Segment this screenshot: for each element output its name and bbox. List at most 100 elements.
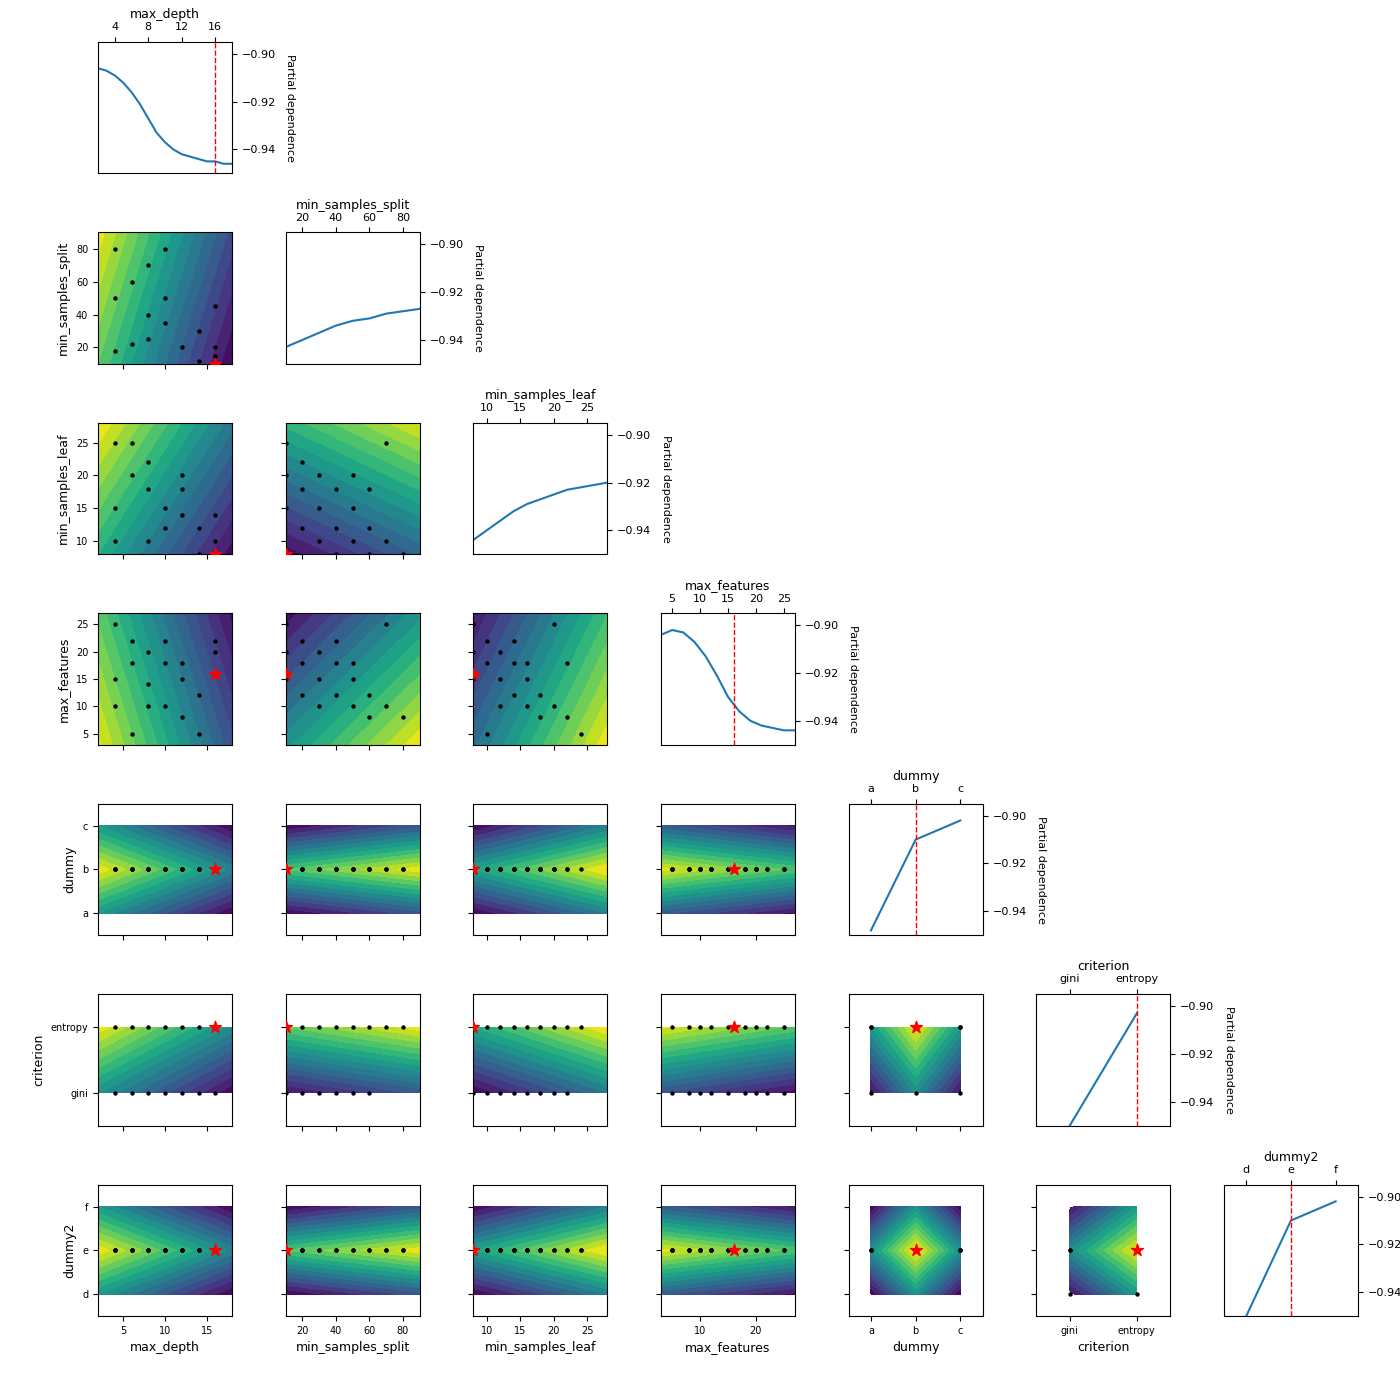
Point: [188, 349, 210, 371]
Point: [734, 1239, 756, 1261]
Point: [342, 651, 364, 673]
Point: [358, 858, 381, 881]
Point: [529, 858, 552, 881]
Point: [325, 1082, 347, 1105]
Point: [543, 1016, 566, 1039]
Y-axis label: max_features: max_features: [57, 637, 70, 721]
Point: [104, 1016, 126, 1039]
Point: [375, 1239, 398, 1261]
Point: [120, 333, 143, 356]
Point: [476, 630, 498, 652]
X-axis label: criterion: criterion: [1077, 1341, 1130, 1354]
Point: [171, 1239, 193, 1261]
Point: [392, 1016, 414, 1039]
Point: [171, 477, 193, 500]
Point: [171, 336, 193, 358]
Point: [529, 1239, 552, 1261]
Point: [515, 1082, 538, 1105]
Point: [661, 1239, 683, 1261]
Point: [661, 858, 683, 881]
Point: [154, 1239, 176, 1261]
Point: [375, 858, 398, 881]
Point: [204, 336, 227, 358]
Point: [291, 1016, 314, 1039]
Point: [325, 630, 347, 652]
Point: [476, 1239, 498, 1261]
Point: [689, 1016, 711, 1039]
Point: [325, 517, 347, 539]
Point: [745, 858, 767, 881]
Point: [120, 1239, 143, 1261]
Point: [489, 1016, 511, 1039]
Point: [154, 651, 176, 673]
Point: [570, 858, 592, 881]
Y-axis label: criterion: criterion: [32, 1033, 45, 1086]
Point: [734, 1082, 756, 1105]
Point: [515, 858, 538, 881]
Point: [949, 1239, 972, 1261]
Point: [188, 517, 210, 539]
Point: [543, 858, 566, 881]
Point: [556, 858, 578, 881]
Point: [358, 685, 381, 707]
Point: [308, 1016, 330, 1039]
Point: [689, 1239, 711, 1261]
Point: [745, 858, 767, 881]
Point: [188, 543, 210, 566]
Point: [661, 1016, 683, 1039]
Point: [137, 858, 160, 881]
Point: [661, 1239, 683, 1261]
X-axis label: min_samples_leaf: min_samples_leaf: [484, 1341, 596, 1354]
Point: [154, 1239, 176, 1261]
Point: [325, 685, 347, 707]
Point: [137, 529, 160, 552]
Point: [104, 497, 126, 519]
Point: [556, 858, 578, 881]
Point: [462, 858, 484, 881]
Point: [462, 1016, 484, 1039]
Point: [188, 722, 210, 745]
Point: [529, 1082, 552, 1105]
Point: [137, 328, 160, 350]
Point: [274, 543, 297, 566]
Point: [489, 858, 511, 881]
X-axis label: criterion: criterion: [1077, 960, 1130, 973]
Point: [661, 1239, 683, 1261]
Point: [476, 1016, 498, 1039]
Point: [949, 1082, 972, 1105]
Point: [503, 1082, 525, 1105]
Point: [274, 858, 297, 881]
Point: [171, 1082, 193, 1105]
Point: [204, 353, 227, 375]
Point: [120, 431, 143, 454]
Point: [904, 1016, 927, 1039]
Y-axis label: Partial dependence: Partial dependence: [1036, 816, 1046, 924]
Point: [529, 1239, 552, 1261]
Point: [543, 696, 566, 718]
Point: [904, 1239, 927, 1261]
Point: [773, 1239, 795, 1261]
Point: [204, 504, 227, 526]
Point: [904, 1016, 927, 1039]
Point: [154, 287, 176, 309]
Point: [462, 1239, 484, 1261]
Point: [756, 858, 778, 881]
Point: [678, 1239, 700, 1261]
Point: [543, 1239, 566, 1261]
Point: [120, 722, 143, 745]
Point: [949, 1016, 972, 1039]
Point: [661, 858, 683, 881]
Point: [1126, 1282, 1148, 1305]
Point: [308, 529, 330, 552]
Point: [188, 858, 210, 881]
Point: [274, 497, 297, 519]
Point: [678, 1016, 700, 1039]
Point: [154, 1082, 176, 1105]
Point: [678, 858, 700, 881]
Point: [462, 1016, 484, 1039]
Point: [476, 1239, 498, 1261]
Point: [291, 858, 314, 881]
Point: [543, 613, 566, 636]
Point: [358, 517, 381, 539]
Point: [462, 668, 484, 690]
